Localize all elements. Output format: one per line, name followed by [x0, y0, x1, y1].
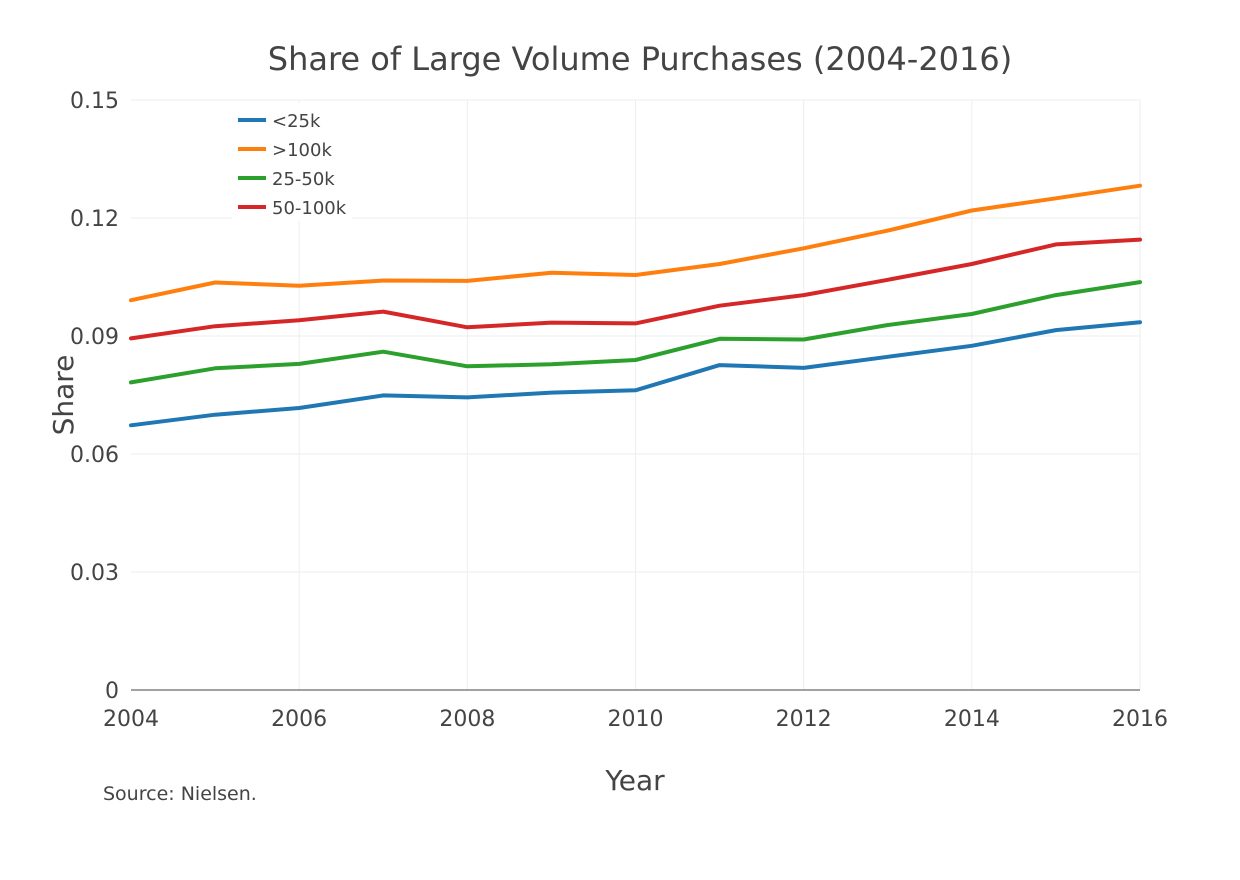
legend: <25k >100k 25-50k 50-100k	[232, 103, 352, 221]
legend-label-3: 50-100k	[272, 198, 347, 219]
y-tick-label: 0.06	[70, 443, 119, 468]
x-tick-label: 2008	[439, 707, 495, 732]
x-tick-label: 2014	[944, 707, 1000, 732]
x-tick-label: 2012	[776, 707, 832, 732]
source-annotation: Source: Nielsen.	[103, 783, 257, 805]
y-tick-label: 0.03	[70, 561, 119, 586]
legend-background	[232, 103, 352, 221]
series-line-1	[129, 183, 1142, 303]
series-lines	[129, 183, 1142, 428]
legend-label-0: <25k	[272, 111, 321, 132]
legend-label-1: >100k	[272, 140, 332, 161]
legend-label-2: 25-50k	[272, 169, 335, 190]
chart-title: Share of Large Volume Purchases (2004-20…	[268, 40, 1012, 78]
x-tick-label: 2004	[103, 707, 159, 732]
grid-lines	[131, 99, 1141, 690]
y-tick-label: 0.12	[70, 207, 119, 232]
series-line-3	[129, 237, 1142, 341]
axes: 2004 2006 2008 2010 2012 2014 2016 0 0.03 0.06 0.0…	[70, 89, 1168, 732]
x-tick-label: 2016	[1112, 707, 1168, 732]
x-tick-label: 2010	[608, 707, 664, 732]
series-line-2	[129, 280, 1142, 385]
x-tick-label: 2006	[271, 707, 327, 732]
y-tick-label: 0.09	[70, 325, 119, 350]
series-line-0	[129, 320, 1142, 428]
y-tick-label: 0	[105, 679, 119, 704]
x-axis-title: Year	[604, 764, 665, 797]
y-tick-label: 0.15	[70, 89, 119, 114]
y-axis-title: Share	[47, 355, 80, 436]
